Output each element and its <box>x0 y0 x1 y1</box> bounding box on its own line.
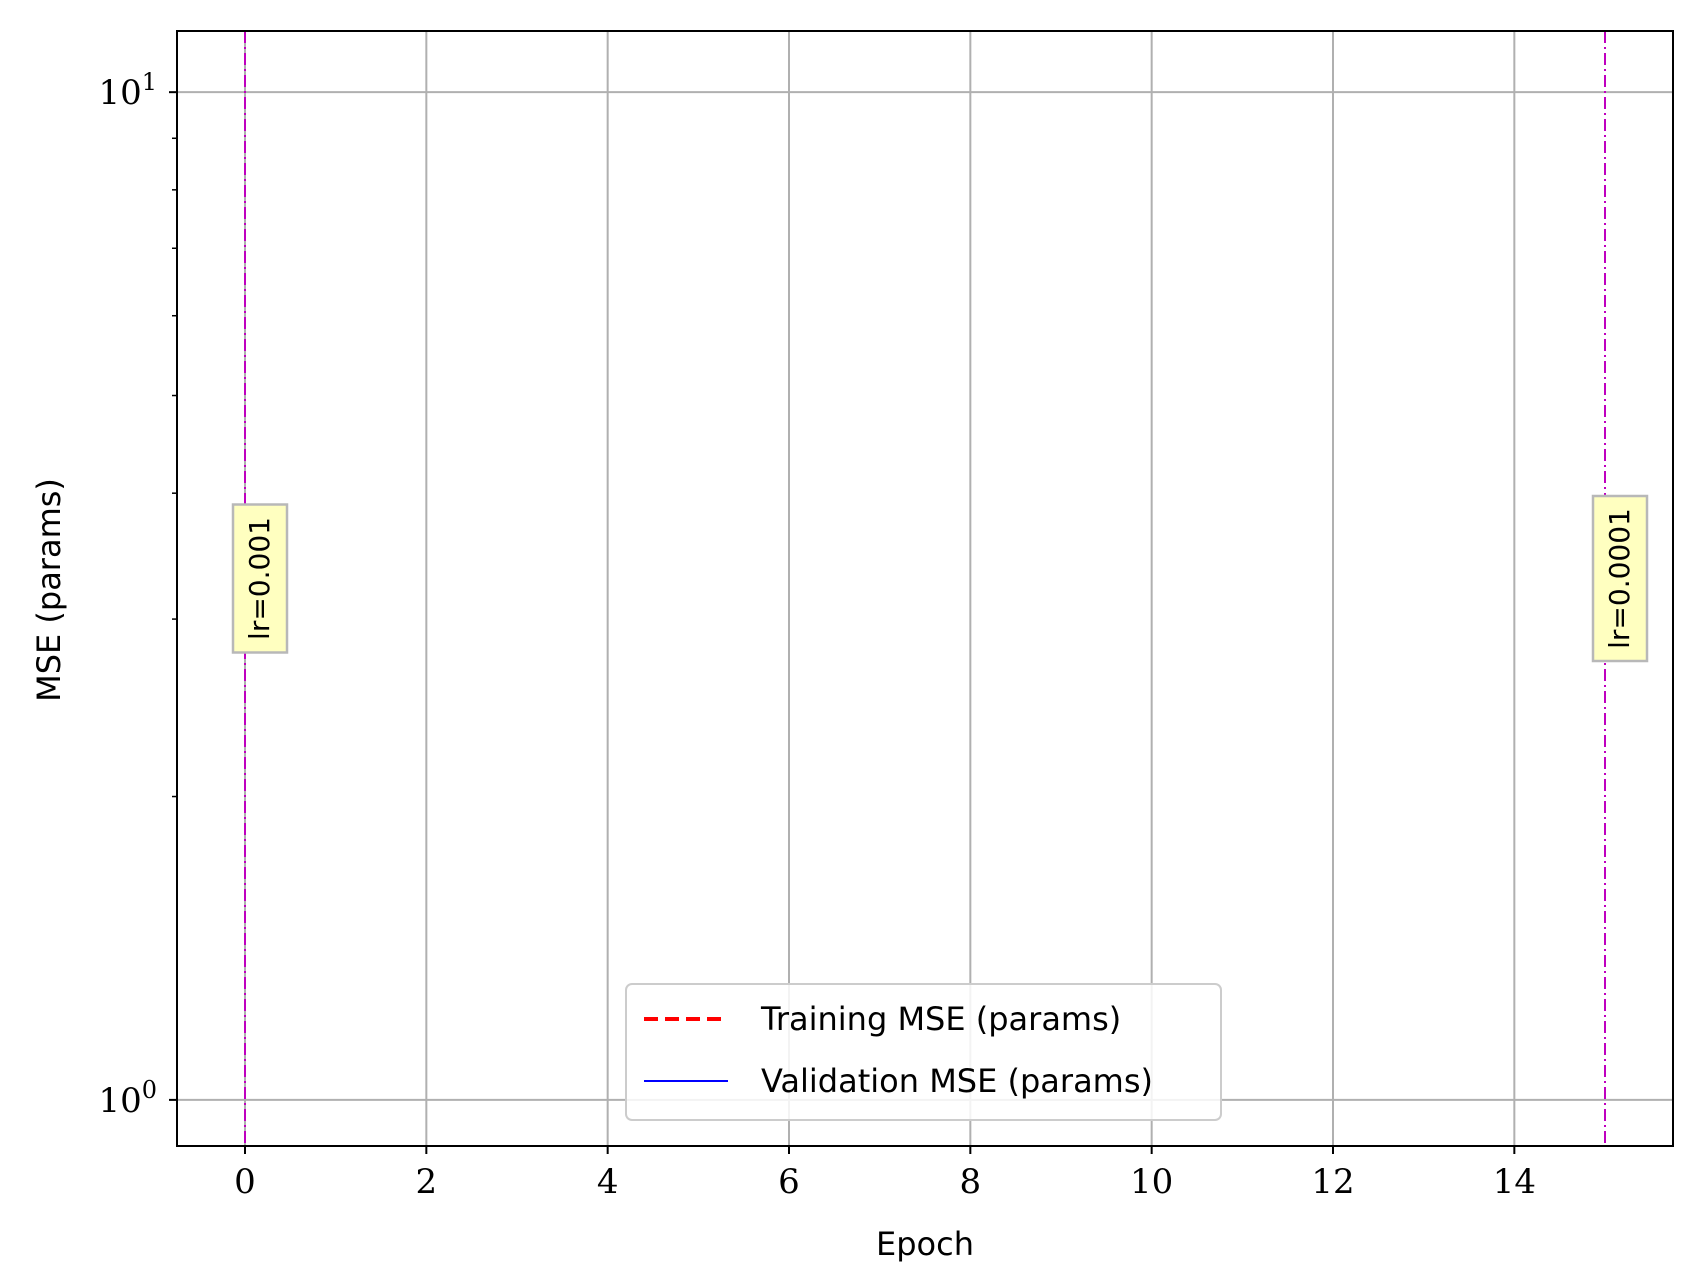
lr-annotation: lr=0.001 <box>231 503 289 654</box>
plot-frame <box>176 30 1674 1147</box>
legend-label: Validation MSE (params) <box>761 1062 1153 1100</box>
y-tick-label: 101 <box>98 68 157 113</box>
x-tick-label: 8 <box>960 1162 982 1202</box>
tick-layer: 0 2 4 6 8 10 12 14 100 101 <box>98 68 1536 1202</box>
legend: Training MSE (params) Validation MSE (par… <box>625 983 1222 1121</box>
lr-annotation-box <box>1591 494 1649 663</box>
x-tick-label: 4 <box>597 1162 619 1202</box>
grid-layer <box>177 31 1673 1146</box>
x-tick-label: 6 <box>778 1162 800 1202</box>
legend-label: Training MSE (params) <box>760 1000 1121 1038</box>
x-tick-label: 10 <box>1130 1162 1173 1202</box>
lr-annotation-label: lr=0.0001 <box>1603 508 1636 649</box>
lr-annotation-box <box>231 503 289 654</box>
vline-layer: lr=0.001 lr=0.0001 <box>231 31 1649 1146</box>
legend-frame <box>625 983 1222 1121</box>
x-tick-label: 14 <box>1493 1162 1536 1202</box>
x-tick-label: 0 <box>234 1162 256 1202</box>
lr-annotation: lr=0.0001 <box>1591 494 1649 663</box>
y-tick-label: 100 <box>98 1076 157 1121</box>
lr-annotation-label: lr=0.001 <box>243 517 276 640</box>
x-tick-label: 2 <box>416 1162 438 1202</box>
x-tick-label: 12 <box>1311 1162 1354 1202</box>
y-axis-label: MSE (params) <box>30 478 68 702</box>
label-layer: Epoch MSE (params) <box>30 478 974 1263</box>
x-axis-label: Epoch <box>876 1225 974 1263</box>
